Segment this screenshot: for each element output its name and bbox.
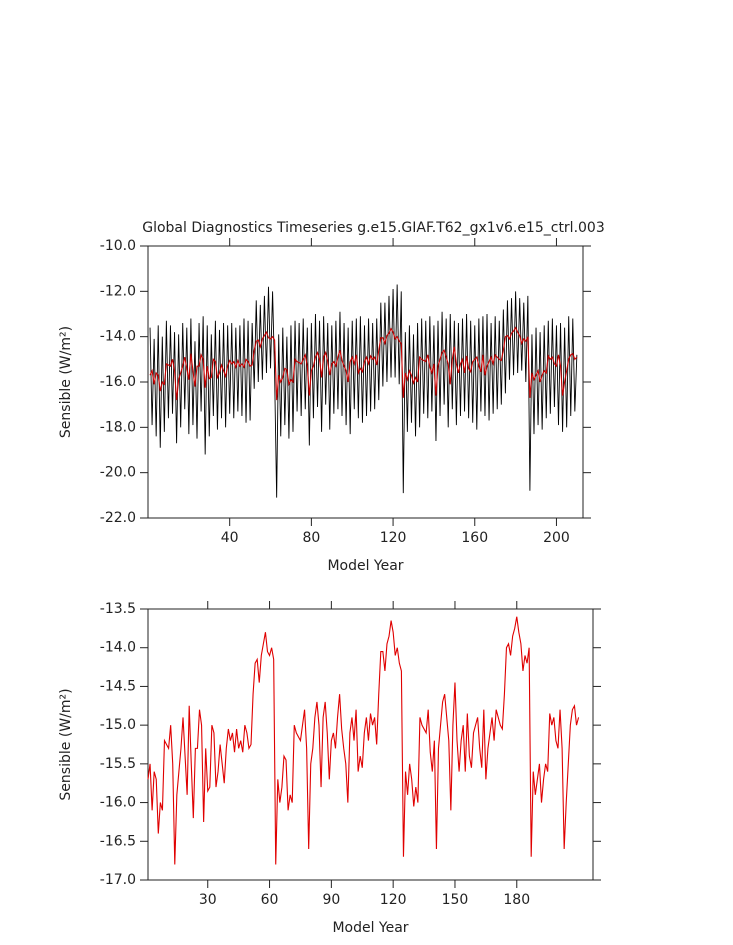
y-tick-label: -10.0 (100, 238, 136, 254)
x-tick-label: 120 (380, 892, 407, 908)
y-axis-label: Sensible (W/m²) (58, 326, 74, 438)
x-tick-label: 200 (543, 530, 570, 546)
y-tick-label: -17.0 (100, 872, 136, 888)
x-tick-label: 40 (221, 530, 239, 546)
series-line (147, 616, 580, 865)
series-line (149, 284, 578, 498)
y-tick-label: -16.5 (100, 833, 136, 849)
y-tick-label: -14.5 (100, 678, 136, 694)
y-axis-label: Sensible (W/m²) (58, 688, 74, 800)
y-tick-label: -12.0 (100, 283, 136, 299)
y-tick-label: -15.5 (100, 756, 136, 772)
x-tick-label: 150 (442, 892, 469, 908)
y-tick-label: -22.0 (100, 510, 136, 526)
y-tick-label: -14.0 (100, 640, 136, 656)
series-line (149, 326, 578, 401)
plot-frame (147, 608, 594, 881)
x-tick-label: 80 (302, 530, 320, 546)
y-tick-label: -15.0 (100, 717, 136, 733)
x-axis-label: Model Year (327, 558, 403, 574)
y-tick-label: -20.0 (100, 465, 136, 481)
x-tick-label: 60 (261, 892, 279, 908)
y-tick-label: -13.5 (100, 601, 136, 617)
x-tick-label: 160 (461, 530, 488, 546)
y-tick-label: -14.0 (100, 329, 136, 345)
y-tick-label: -16.0 (100, 795, 136, 811)
x-tick-label: 120 (380, 530, 407, 546)
y-tick-label: -16.0 (100, 374, 136, 390)
x-axis-label: Model Year (332, 920, 408, 936)
x-tick-label: 30 (199, 892, 217, 908)
x-tick-label: 90 (322, 892, 340, 908)
chart-title: Global Diagnostics Timeseries g.e15.GIAF… (142, 220, 605, 236)
y-tick-label: -18.0 (100, 419, 136, 435)
x-tick-label: 180 (503, 892, 530, 908)
